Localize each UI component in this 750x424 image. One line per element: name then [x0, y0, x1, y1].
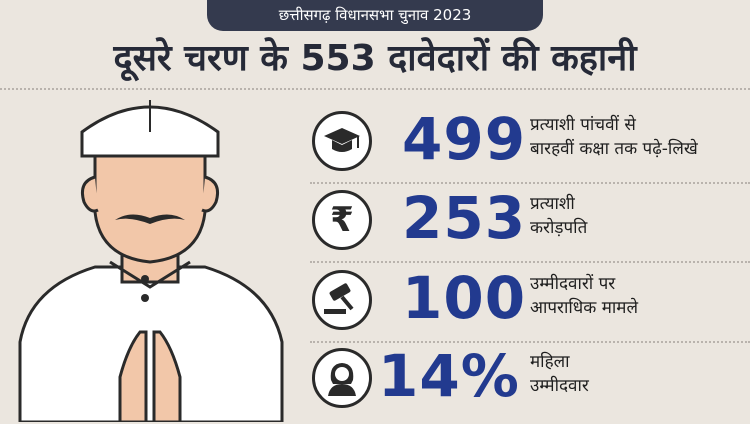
- stat-row-crorepati: ₹ 253 प्रत्याशी करोड़पति: [310, 184, 750, 266]
- stat-caption-line1: महिला: [530, 352, 570, 372]
- stat-row-criminal-cases: 100 उम्मीदवारों पर आपराधिक मामले: [310, 264, 750, 346]
- top-banner-label: छत्तीसगढ़ विधानसभा चुनाव 2023: [278, 6, 472, 24]
- row-divider: [310, 182, 750, 184]
- stat-caption-line2: उम्मीदवार: [530, 376, 589, 396]
- stat-caption: प्रत्याशी करोड़पति: [530, 192, 750, 240]
- title-divider: [0, 88, 750, 90]
- kurta-button: [141, 294, 149, 302]
- stat-caption-line2: बारहवीं कक्षा तक पढ़े-लिखे: [530, 139, 698, 159]
- stat-caption-line2: आपराधिक मामले: [530, 298, 638, 318]
- stat-value: 100: [402, 264, 527, 332]
- graduation-cap-icon: [312, 111, 372, 171]
- page-title: दूसरे चरण के 553 दावेदारों की कहानी: [113, 38, 637, 79]
- rupee-icon: ₹: [312, 190, 372, 250]
- stat-caption: प्रत्याशी पांचवीं से बारहवीं कक्षा तक पढ…: [530, 113, 750, 161]
- stat-caption: महिला उम्मीदवार: [530, 350, 750, 398]
- kurta-button: [141, 275, 149, 283]
- stat-caption-line1: उम्मीदवारों पर: [530, 274, 616, 294]
- stat-row-education: 499 प्रत्याशी पांचवीं से बारहवीं कक्षा त…: [310, 105, 750, 187]
- stat-caption-line2: करोड़पति: [530, 218, 588, 238]
- stat-value: 253: [402, 184, 527, 252]
- row-divider: [310, 341, 750, 343]
- woman-icon: [312, 348, 372, 408]
- stat-caption-line1: प्रत्याशी पांचवीं से: [530, 115, 636, 135]
- stat-value: 499: [402, 105, 527, 173]
- stat-caption: उम्मीदवारों पर आपराधिक मामले: [530, 272, 750, 320]
- stat-caption-line1: प्रत्याशी: [530, 194, 575, 214]
- gavel-icon: [312, 270, 372, 330]
- stat-value: 14%: [378, 342, 520, 410]
- stat-row-women: 14% महिला उम्मीदवार: [310, 342, 750, 424]
- politician-illustration: [18, 100, 284, 422]
- top-banner: छत्तीसगढ़ विधानसभा चुनाव 2023: [207, 0, 543, 31]
- row-divider: [310, 261, 750, 263]
